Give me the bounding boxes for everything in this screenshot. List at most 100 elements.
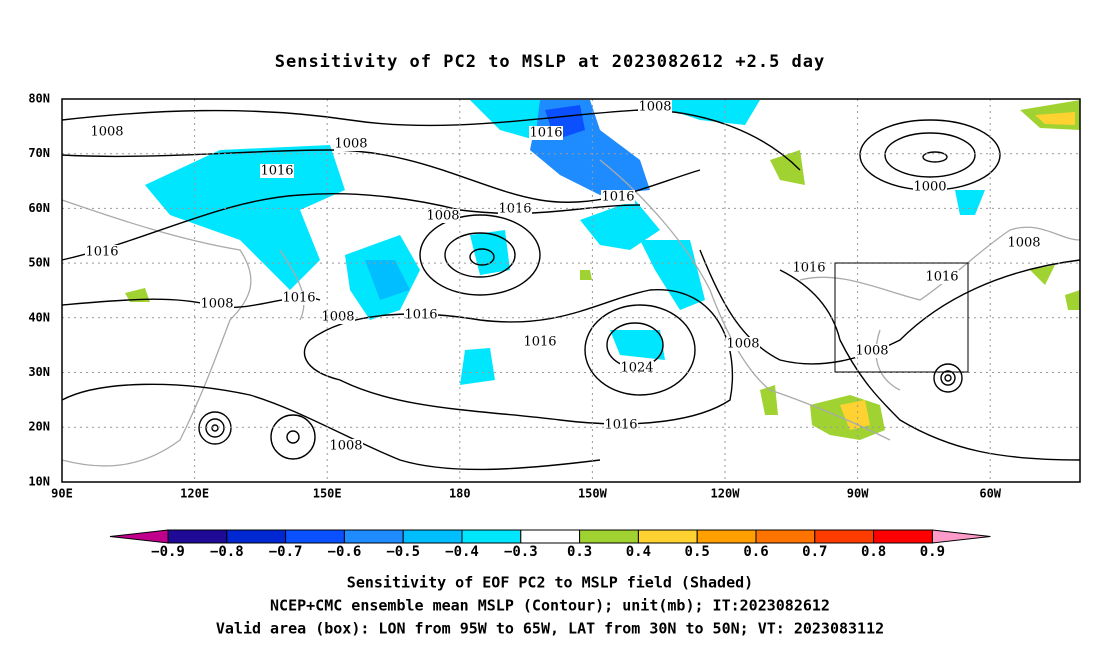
colorbar-box <box>637 529 698 544</box>
colorbar-label: −0.3 <box>504 544 538 560</box>
colorbar-label: 0.5 <box>685 544 710 560</box>
contour-label-bg <box>604 418 638 432</box>
contour-label: 1016 <box>529 126 562 141</box>
colorbar-box <box>285 529 345 544</box>
colorbar-box <box>167 529 228 544</box>
contour-label-bg <box>334 137 368 151</box>
contour-label: 1008 <box>200 297 233 312</box>
contour-label-bg <box>329 439 363 453</box>
colorbar-label: 0.4 <box>626 544 651 560</box>
lat-label: 60N <box>28 201 50 215</box>
colorbar-label: 0.7 <box>802 544 827 560</box>
contour-label-bg <box>426 209 460 223</box>
colorbar-box <box>696 529 757 544</box>
lat-label: 10N <box>28 474 50 488</box>
contour-label-bg <box>321 310 355 324</box>
colorbar-box <box>402 529 463 544</box>
colorbar-label: −0.5 <box>386 544 420 560</box>
colorbar-label: −0.6 <box>328 544 362 560</box>
lon-label: 90E <box>51 487 73 501</box>
colorbar-box <box>226 529 287 544</box>
footer-line: Valid area (box): LON from 95W to 65W, L… <box>216 620 884 638</box>
valid-area-box <box>834 262 969 373</box>
contour-label: 1016 <box>925 270 958 285</box>
colorbar-label: 0.3 <box>567 544 592 560</box>
contour-label: 1016 <box>523 335 556 350</box>
colorbar-label: −0.7 <box>269 544 303 560</box>
lon-label: 120E <box>180 487 209 501</box>
contour-label: 1008 <box>426 209 459 224</box>
colorbar-box <box>755 529 816 544</box>
lat-label: 50N <box>28 256 50 270</box>
contour-label: 1008 <box>334 137 367 152</box>
colorbar-box <box>579 529 639 544</box>
contour-label: 1024 <box>620 361 653 376</box>
colorbar-label: 0.9 <box>920 544 945 560</box>
lon-label: 180 <box>449 487 471 501</box>
contour-label: 1016 <box>260 164 293 179</box>
lon-label: 90W <box>847 487 869 501</box>
colorbar-box <box>873 529 933 544</box>
colorbar-box <box>461 529 522 544</box>
contour-label-bg <box>282 291 316 305</box>
contour-label-bg <box>620 361 654 375</box>
contour-label: 1000 <box>913 180 946 195</box>
contour-label: 1016 <box>601 190 634 205</box>
contour-label: 1008 <box>90 125 123 140</box>
contour-label-bg <box>90 125 124 139</box>
contour-label-bg <box>523 335 557 349</box>
contour-label: 1016 <box>404 308 437 323</box>
contours <box>61 109 1081 471</box>
contour-label: 1008 <box>329 439 362 454</box>
shading <box>125 100 1080 440</box>
lat-label: 70N <box>28 146 50 160</box>
lat-label: 80N <box>28 92 50 106</box>
title: Sensitivity of PC2 to MSLP at 2023082612… <box>275 52 826 72</box>
colorbar-label: −0.9 <box>151 544 185 560</box>
map-frame <box>61 98 1081 483</box>
contour-label-bg <box>792 261 826 275</box>
contour-label-bg <box>200 297 234 311</box>
contour-label-bg <box>638 100 672 114</box>
contour-label: 1008 <box>855 344 888 359</box>
contour-label-bg <box>85 245 119 259</box>
lat-label: 20N <box>28 420 50 434</box>
contour-label-bg <box>1007 236 1041 250</box>
contour-label-bg <box>498 202 532 216</box>
contour-label-bg <box>260 164 294 178</box>
lat-label: 30N <box>28 365 50 379</box>
colorbar-triangle <box>109 529 169 544</box>
contour-label-bg <box>601 190 635 204</box>
lon-label: 150E <box>313 487 342 501</box>
footer-line: Sensitivity of EOF PC2 to MSLP field (Sh… <box>347 574 753 592</box>
contour-label-bg <box>913 180 947 194</box>
contour-label: 1016 <box>792 261 825 276</box>
contour-label: 1008 <box>726 337 759 352</box>
colorbar-label: 0.8 <box>861 544 886 560</box>
colorbar-label: 0.6 <box>743 544 768 560</box>
contour-label: 1016 <box>604 418 637 433</box>
colorbar-label: −0.8 <box>210 544 244 560</box>
contour-label-bg <box>404 308 438 322</box>
colorbar-box <box>814 529 875 544</box>
contour-labels: 1008 1008 1008 1016 1016 1000 1008 1016 1016 1008… <box>85 100 1041 454</box>
lon-label: 60W <box>979 487 1001 501</box>
contour-label: 1008 <box>1007 236 1040 251</box>
colorbar-box <box>520 529 581 544</box>
colorbar-triangle <box>931 529 991 544</box>
colorbar-box <box>343 529 404 544</box>
contour-label: 1016 <box>282 291 315 306</box>
contour-label-bg <box>855 344 889 358</box>
contour-label-bg <box>529 126 563 140</box>
footer-line: NCEP+CMC ensemble mean MSLP (Contour); u… <box>270 597 830 615</box>
contour-label-bg <box>726 337 760 351</box>
lon-label: 120W <box>711 487 741 501</box>
contour-label: 1016 <box>498 202 531 217</box>
lon-label: 150W <box>578 487 608 501</box>
contour-label: 1008 <box>638 100 671 115</box>
colorbar-label: −0.4 <box>445 544 479 560</box>
contour-label: 1016 <box>85 245 118 260</box>
contour-label: 1008 <box>321 310 354 325</box>
contour-label-bg <box>925 270 959 284</box>
